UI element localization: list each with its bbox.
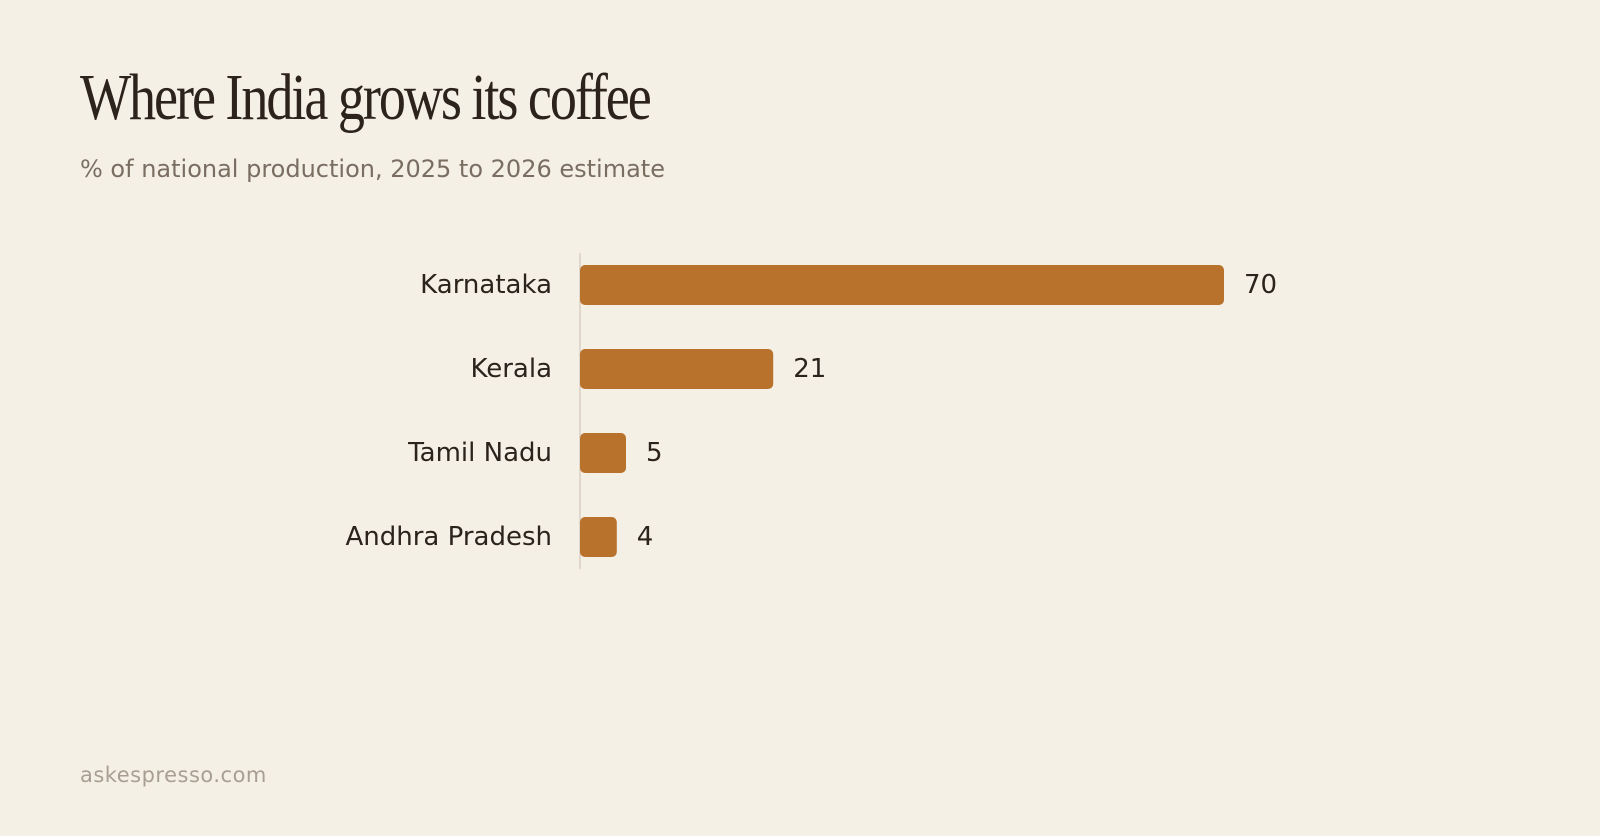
bar-kerala xyxy=(580,349,774,389)
bars-group: Karnataka 70 Kerala 21 Tamil Nadu 5 Andhra Pra… xyxy=(345,265,1277,557)
bar-tamil-nadu xyxy=(580,433,626,473)
category-label-tamil-nadu: Tamil Nadu xyxy=(407,438,552,468)
value-label-tamil-nadu: 5 xyxy=(646,438,663,468)
chart-title: Where India grows its coffee xyxy=(80,61,652,134)
bar-andhra-pradesh xyxy=(580,517,617,557)
category-label-kerala: Kerala xyxy=(470,354,552,384)
value-label-kerala: 21 xyxy=(793,354,826,384)
chart-subtitle: % of national production, 2025 to 2026 e… xyxy=(80,155,665,183)
value-label-andhra-pradesh: 4 xyxy=(637,522,654,552)
source-footer: askespresso.com xyxy=(80,763,267,787)
value-label-karnataka: 70 xyxy=(1244,270,1277,300)
bar-karnataka xyxy=(580,265,1224,305)
category-label-andhra-pradesh: Andhra Pradesh xyxy=(345,522,552,552)
category-label-karnataka: Karnataka xyxy=(420,270,552,300)
